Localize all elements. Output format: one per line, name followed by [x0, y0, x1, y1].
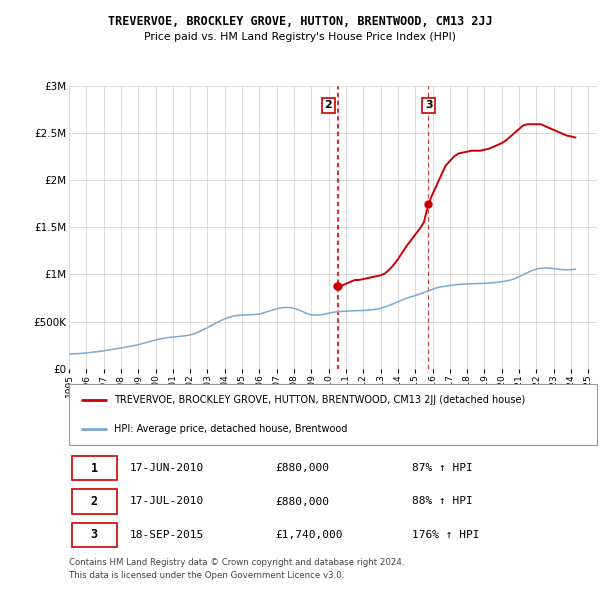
Text: 3: 3 [425, 100, 433, 110]
Text: £1,740,000: £1,740,000 [275, 530, 343, 540]
Text: 17-JUN-2010: 17-JUN-2010 [130, 463, 204, 473]
Text: 1: 1 [91, 461, 98, 474]
Text: 2: 2 [325, 100, 332, 110]
Text: HPI: Average price, detached house, Brentwood: HPI: Average price, detached house, Bren… [114, 424, 347, 434]
Text: This data is licensed under the Open Government Licence v3.0.: This data is licensed under the Open Gov… [69, 571, 344, 580]
Text: £880,000: £880,000 [275, 463, 329, 473]
Text: Price paid vs. HM Land Registry's House Price Index (HPI): Price paid vs. HM Land Registry's House … [144, 32, 456, 42]
Text: £880,000: £880,000 [275, 497, 329, 506]
Bar [71, 490, 116, 513]
Text: 18-SEP-2015: 18-SEP-2015 [130, 530, 204, 540]
Text: TREVERVOE, BROCKLEY GROVE, HUTTON, BRENTWOOD, CM13 2JJ: TREVERVOE, BROCKLEY GROVE, HUTTON, BRENT… [107, 15, 493, 28]
Text: 2: 2 [91, 495, 98, 508]
Text: 176% ↑ HPI: 176% ↑ HPI [412, 530, 480, 540]
Text: Contains HM Land Registry data © Crown copyright and database right 2024.: Contains HM Land Registry data © Crown c… [69, 558, 404, 566]
Text: 87% ↑ HPI: 87% ↑ HPI [412, 463, 473, 473]
Bar [71, 456, 116, 480]
Text: 3: 3 [91, 529, 98, 542]
Text: TREVERVOE, BROCKLEY GROVE, HUTTON, BRENTWOOD, CM13 2JJ (detached house): TREVERVOE, BROCKLEY GROVE, HUTTON, BRENT… [114, 395, 525, 405]
Bar [71, 523, 116, 547]
Text: 17-JUL-2010: 17-JUL-2010 [130, 497, 204, 506]
Text: 88% ↑ HPI: 88% ↑ HPI [412, 497, 473, 506]
